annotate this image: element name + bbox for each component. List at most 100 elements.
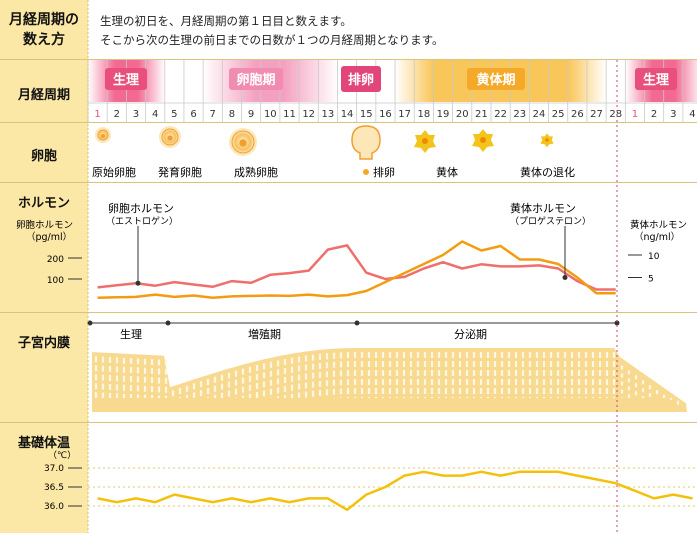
day-number: 13 — [322, 109, 335, 120]
heading-line-1: 月経周期の — [9, 12, 79, 28]
phase-label-ovulation: 排卵 — [348, 72, 374, 88]
endo-timeline-dot — [165, 320, 171, 326]
progesterone-leader-dot — [562, 275, 568, 280]
corpus-luteum-icon — [472, 129, 494, 152]
day-number: 24 — [533, 109, 546, 120]
day-number: 6 — [190, 109, 196, 120]
endo-timeline-dot — [614, 320, 620, 326]
progesterone-label: 黄体ホルモン — [510, 201, 576, 215]
row-label-endometrium: 子宮内膜 — [17, 336, 70, 351]
bbt-tick-label: 37.0 — [44, 464, 64, 474]
phase-badge-menstruation-next — [635, 68, 677, 90]
follicle-label-mature: 成熟卵胞 — [234, 165, 278, 179]
estrogen-series-line — [97, 244, 616, 291]
section-heading — [0, 0, 697, 60]
day-number: 11 — [283, 109, 296, 120]
oocyte-icon — [239, 139, 247, 147]
day-number: 20 — [456, 109, 469, 120]
endo-label-secretory: 分泌期 — [454, 328, 487, 341]
estrogen-leader-dot — [135, 280, 141, 286]
day-number: 27 — [590, 109, 603, 120]
heading-line-2: 数え方 — [23, 32, 65, 48]
day-number: 9 — [248, 109, 254, 120]
endo-timeline-dot — [354, 320, 360, 326]
day-number: 26 — [571, 109, 584, 120]
day-number: 3 — [670, 109, 676, 120]
day-number: 7 — [210, 109, 216, 120]
progesterone-tick-label: 5 — [648, 275, 654, 285]
corpus-luteum-core — [422, 138, 428, 144]
oocyte-icon — [101, 134, 105, 138]
estrogen-label-sub: （エストロゲン） — [106, 215, 178, 227]
phase-label-follicular: 卵胞期 — [236, 72, 275, 88]
section-cycle — [0, 60, 697, 123]
day-number: 2 — [114, 109, 120, 120]
day-number: 17 — [398, 109, 411, 120]
day-number: 19 — [437, 109, 450, 120]
row-label-follicle: 卵胞 — [30, 149, 57, 164]
corpus-luteum-core — [480, 137, 486, 143]
bbt-series-line — [97, 470, 693, 512]
day-number: 25 — [552, 109, 565, 120]
bbt-unit: （℃） — [48, 450, 76, 461]
progesterone-label-sub: （プロゲステロン） — [510, 215, 591, 227]
ovulating-follicle-icon — [351, 125, 381, 160]
section-endometrium — [0, 313, 697, 423]
day-number: 4 — [689, 109, 695, 120]
bbt-tick-label: 36.5 — [44, 483, 64, 493]
progesterone-tick-label: 10 — [648, 252, 660, 262]
follicle-label-ovulation: 排卵 — [373, 165, 395, 179]
day-number: 4 — [152, 109, 158, 120]
follicle-label-primordial: 原始卵胞 — [92, 165, 136, 179]
intro-line-1: 生理の初日を、月経周期の第１日目と数えます。 — [100, 14, 352, 28]
day-number: 14 — [341, 109, 354, 120]
estrogen-tick-label: 200 — [47, 255, 64, 265]
day-number: 22 — [494, 109, 507, 120]
row-label-bbt: 基礎体温 — [17, 436, 70, 451]
day-number: 1 — [632, 109, 638, 120]
section-follicle — [0, 123, 697, 183]
phase-badge-luteal — [467, 68, 525, 90]
corpus-luteum-core — [545, 138, 549, 142]
estrogen-tick-label: 100 — [47, 276, 64, 286]
phase-label-menstruation-next: 生理 — [643, 72, 669, 88]
estrogen-label: 卵胞ホルモン — [108, 202, 174, 215]
row-label-hormone: ホルモン — [17, 196, 70, 211]
page-heading: 月経周期の 数え方 — [0, 10, 88, 50]
intro-text: 生理の初日を、月経周期の第１日目と数えます。 そこから次の生理の前日までの日数が… — [100, 12, 444, 50]
day-number: 1 — [94, 109, 100, 120]
follicle-label-corpus-luteum: 黄体 — [436, 165, 458, 179]
intro-line-2: そこから次の生理の前日までの日数が１つの月経周期となります。 — [100, 33, 444, 47]
day-number: 23 — [513, 109, 526, 120]
corpus-luteum-icon — [540, 133, 554, 148]
row-label-cycle: 月経周期 — [17, 88, 70, 103]
estrogen-axis-unit: （pg/ml） — [26, 231, 72, 243]
day-number: 15 — [360, 109, 373, 120]
day-number: 16 — [379, 109, 392, 120]
day-number: 10 — [264, 109, 277, 120]
follicle-label-regression: 黄体の退化 — [520, 165, 575, 179]
day-number: 5 — [171, 109, 177, 120]
phase-label-menstruation: 生理 — [113, 72, 139, 88]
day-number: 12 — [302, 109, 315, 120]
bbt-tick-label: 36.0 — [44, 502, 64, 512]
day-number: 2 — [651, 109, 657, 120]
label-column — [0, 0, 88, 533]
oocyte-icon — [167, 135, 173, 141]
estrogen-axis-title: 卵胞ホルモン — [16, 219, 73, 231]
corpus-luteum-icon — [414, 130, 436, 153]
phase-label-luteal: 黄体期 — [476, 72, 515, 88]
phase-badge-menstruation — [105, 68, 147, 90]
progesterone-axis-unit: （ng/ml） — [634, 231, 680, 243]
endo-label-proliferative: 増殖期 — [248, 328, 281, 341]
phase-badge-follicular — [229, 68, 283, 90]
section-hormone — [0, 183, 697, 313]
day-number: 21 — [475, 109, 488, 120]
endo-label-menstrual: 生理 — [120, 327, 142, 341]
progesterone-series-line — [97, 240, 616, 300]
ovulation-dot-icon — [363, 169, 369, 175]
day-number: 18 — [417, 109, 430, 120]
day-number: 8 — [229, 109, 235, 120]
day-number: 3 — [133, 109, 139, 120]
